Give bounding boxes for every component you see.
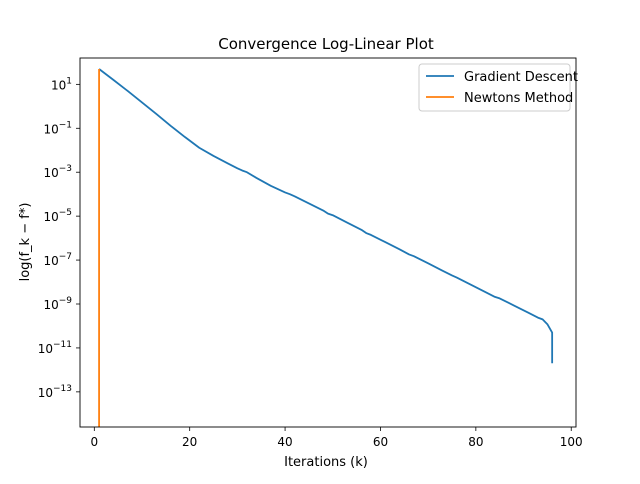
x-tick-label: 40: [277, 435, 292, 449]
legend-label-newtons-method: Newtons Method: [464, 91, 573, 106]
series-line-gradient-descent: [98, 68, 554, 364]
x-tick-label: 100: [560, 435, 583, 449]
axes-frame: [79, 57, 577, 428]
x-tick-label: 0: [90, 435, 98, 449]
legend-box: [418, 63, 571, 112]
legend-label-gradient-descent: Gradient Descent: [464, 70, 578, 85]
x-axis-title: Iterations (k): [284, 455, 368, 470]
legend: Gradient Descent Newtons Method: [418, 63, 578, 112]
series-layer: [98, 68, 554, 427]
plot-area: [79, 57, 577, 428]
x-axis-ticks: 0 20 40 60 80 100: [90, 427, 583, 449]
y-axis-title: log(f_k − f*): [18, 203, 33, 282]
x-tick-label: 60: [373, 435, 388, 449]
chart-title: Convergence Log-Linear Plot: [218, 35, 434, 53]
x-tick-label: 80: [468, 435, 483, 449]
x-tick-label: 20: [182, 435, 197, 449]
